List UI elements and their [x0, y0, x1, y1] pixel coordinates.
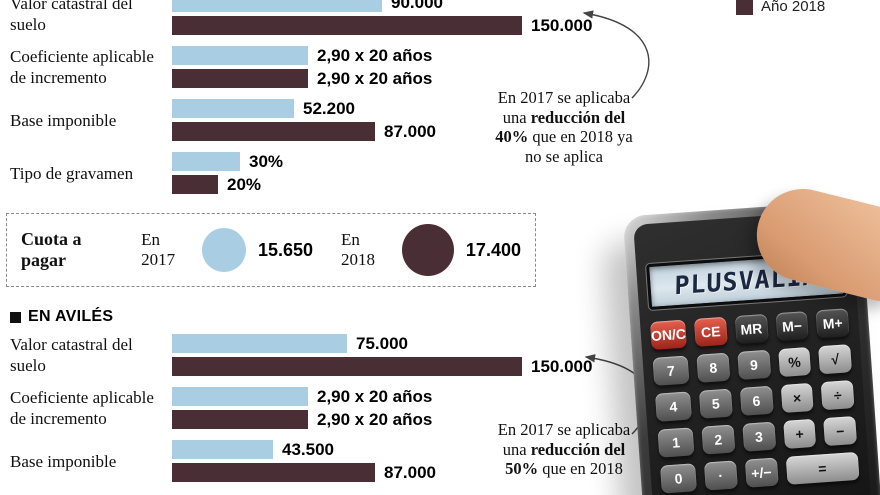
bar-value-2018: 2,90 x 20 años: [317, 68, 433, 88]
cuota-value-2017: 15.650: [257, 239, 314, 260]
annotation-reduction-40: En 2017 se aplicaba una reducción del 40…: [492, 88, 636, 166]
cuota-circle-2017: [201, 228, 246, 272]
calculator-keys: ON/C CE MR M− M+ 7 8 9 % √ 4 5 6 × ÷ 1 2…: [650, 308, 860, 494]
calc-key-9: 9: [737, 349, 771, 380]
calc-key-7: 7: [652, 355, 690, 386]
annotation-reduction-50: En 2017 se aplicaba una reducción del 50…: [492, 420, 636, 479]
bar-2017: [172, 334, 347, 353]
bar-value-2018: 87.000: [384, 121, 436, 141]
bar-value-2017: 90.000: [391, 0, 443, 12]
calc-key-1: 1: [657, 427, 695, 458]
cuota-circle-2018: [401, 224, 454, 276]
bar-group: 2,90 x 20 años 2,90 x 20 años: [172, 387, 655, 429]
bar-2018: [172, 69, 308, 88]
bar-2017: [172, 387, 308, 406]
row-label: Coeficiente aplicable de incremento: [10, 47, 154, 87]
section-header-aviles: EN AVILÉS: [10, 308, 113, 326]
legend-swatch-2018: [736, 0, 753, 15]
annotation-text: que en 2018 ya no se aplica: [525, 127, 633, 166]
row-label: Base imponible: [10, 110, 117, 130]
calc-key-ce: CE: [693, 316, 728, 347]
annotation-bold: reducción del 40%: [495, 107, 626, 147]
calc-key-divide: ÷: [820, 380, 855, 411]
bar-value-2018: 150.000: [531, 356, 593, 376]
chart-section-1: Valor catastral del suelo 90.000 150.000…: [10, 0, 655, 205]
chart-row: Base imponible 43.500 87.000: [10, 440, 655, 482]
chart-row: Valor catastral del suelo 75.000 150.000: [10, 334, 655, 376]
calc-key-equals: =: [785, 451, 860, 485]
annotation-bold: reducción del 50%: [505, 439, 626, 479]
bar-group: 75.000 150.000: [172, 334, 655, 376]
bar-group: 2,90 x 20 años 2,90 x 20 años: [172, 46, 655, 88]
cuota-label-2017: En 2017: [141, 230, 176, 269]
chart-row: Coeficiente aplicable de incremento 2,90…: [10, 387, 655, 429]
legend-label-2018: Año 2018: [761, 0, 826, 15]
row-label: Coeficiente aplicable de incremento: [10, 388, 154, 428]
calc-key-4: 4: [655, 391, 692, 422]
bar-2018: [172, 175, 218, 194]
calc-key-sqrt: √: [818, 344, 853, 375]
bar-value-2018: 20%: [227, 174, 262, 194]
bar-2017: [172, 46, 308, 65]
calc-key-3: 3: [742, 421, 776, 452]
calc-key-decimal: ·: [703, 460, 738, 491]
bar-2017: [172, 440, 273, 459]
chart-section-2: Valor catastral del suelo 75.000 150.000…: [10, 334, 655, 493]
calc-key-8: 8: [696, 352, 731, 383]
bar-group: 52.200 87.000: [172, 99, 655, 141]
calc-key-2: 2: [701, 424, 736, 455]
calc-key-m-plus: M+: [815, 308, 850, 339]
bar-2018: [172, 410, 308, 429]
square-bullet-icon: [10, 311, 21, 323]
bar-group: 43.500 87.000: [172, 440, 655, 482]
bar-2018: [172, 463, 375, 482]
bar-2018: [172, 16, 522, 35]
calc-key-plusminus: +/−: [744, 457, 779, 488]
calc-key-5: 5: [698, 388, 733, 419]
calc-key-onc: ON/C: [650, 319, 687, 350]
cuota-label-2018: En 2018: [341, 230, 376, 269]
bar-2018: [172, 357, 522, 376]
cuota-value-2018: 17.400: [465, 239, 521, 260]
calc-key-plus: +: [782, 418, 817, 449]
bar-value-2018: 87.000: [384, 462, 436, 482]
bar-value-2017: 52.200: [303, 98, 355, 118]
calc-key-6: 6: [739, 385, 774, 416]
cuota-title: Cuota a pagar: [21, 229, 82, 270]
annotation-text: que en 2018: [542, 459, 623, 478]
bar-2017: [172, 99, 294, 118]
bar-value-2017: 2,90 x 20 años: [317, 45, 433, 65]
bar-value-2017: 30%: [249, 151, 284, 171]
bar-2017: [172, 0, 382, 12]
bar-value-2017: 43.500: [282, 439, 334, 459]
calc-key-m-minus: M−: [775, 311, 809, 342]
calc-key-percent: %: [777, 346, 812, 378]
calc-key-minus: −: [823, 415, 858, 447]
row-label: Valor catastral del suelo: [10, 0, 133, 34]
bar-2017: [172, 152, 240, 171]
calc-key-multiply: ×: [780, 382, 814, 414]
chart-row: Coeficiente aplicable de incremento 2,90…: [10, 46, 655, 88]
row-label: Tipo de gravamen: [10, 163, 134, 183]
row-label: Base imponible: [10, 451, 117, 471]
chart-row: Valor catastral del suelo 90.000 150.000: [10, 0, 655, 35]
cuota-a-pagar-box: Cuota a pagar En 2017 15.650 En 2018 17.…: [6, 213, 536, 287]
bar-value-2017: 75.000: [356, 333, 408, 353]
bar-value-2018: 150.000: [531, 15, 593, 35]
calc-key-mr: MR: [734, 313, 769, 345]
row-label: Valor catastral del suelo: [10, 335, 133, 375]
bar-group: 30% 20%: [172, 152, 655, 194]
bar-2018: [172, 122, 375, 141]
calc-key-0: 0: [660, 463, 697, 494]
legend-2018: Año 2018: [736, 0, 825, 15]
bar-value-2018: 2,90 x 20 años: [317, 409, 433, 429]
chart-row: Base imponible 52.200 87.000: [10, 99, 655, 141]
bar-value-2017: 2,90 x 20 años: [317, 386, 433, 406]
section-header-label: EN AVILÉS: [28, 308, 114, 325]
chart-row: Tipo de gravamen 30% 20%: [10, 152, 655, 194]
bar-group: 90.000 150.000: [172, 0, 655, 35]
